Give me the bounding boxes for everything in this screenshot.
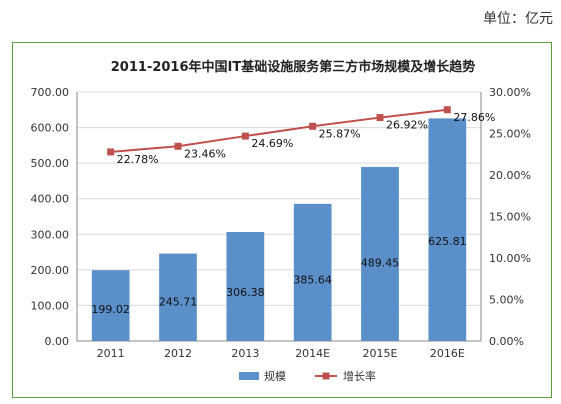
legend-label-line: 增长率 [343, 369, 376, 383]
bar-data-label: 199.02 [91, 303, 130, 316]
line-point [376, 114, 384, 122]
y-right-tick-label: 25.00% [489, 128, 531, 141]
y-right-tick-label: 0.00% [489, 335, 524, 348]
line-point [443, 106, 451, 114]
bar-data-label: 489.45 [361, 257, 400, 270]
bar-data-label: 306.38 [226, 286, 265, 299]
y-left-tick-label: 100.00 [31, 299, 70, 312]
bar-data-label: 245.71 [159, 296, 198, 309]
chart-svg: 2011-2016年中国IT基础设施服务第三方市场规模及增长趋势 0.00 100.… [31, 59, 531, 383]
y-right-tick-label: 10.00% [489, 252, 531, 265]
legend-swatch-marker [322, 372, 330, 380]
bar [361, 166, 399, 341]
line-data-label: 22.78% [117, 153, 159, 166]
bar [91, 270, 130, 341]
unit-label: 单位：亿元 [483, 11, 553, 27]
y-left-tick-label: 600.00 [31, 122, 70, 135]
bar [159, 253, 197, 341]
y-right-tick-label: 5.00% [489, 294, 524, 307]
growth-rate-line [110, 108, 448, 153]
y-left-tick-label: 500.00 [31, 157, 70, 170]
bar [226, 232, 265, 341]
y-right-tick-label: 20.00% [489, 169, 531, 182]
line-data-label: 24.69% [251, 137, 293, 150]
bar-data-label: 385.64 [293, 273, 332, 286]
x-tick-label: 2014E [295, 347, 330, 360]
line-point [107, 148, 115, 156]
y-left-tick-label: 200.00 [31, 264, 70, 277]
line-data-label: 26.92% [386, 119, 428, 132]
chart-title: 2011-2016年中国IT基础设施服务第三方市场规模及增长趋势 [111, 59, 475, 75]
legend-swatch-bar [239, 372, 259, 380]
x-tick-label: 2012 [164, 347, 192, 360]
line-data-label: 23.46% [184, 147, 226, 160]
legend-label-bar: 规模 [264, 369, 286, 383]
chart-frame: 2011-2016年中国IT基础设施服务第三方市场规模及增长趋势 0.00 100.… [12, 42, 552, 398]
y-left-tick-label: 700.00 [31, 86, 70, 99]
y-right-tick-label: 15.00% [489, 211, 531, 224]
line-point [309, 122, 317, 130]
line-data-label: 25.87% [319, 127, 361, 140]
x-tick-label: 2016E [430, 347, 465, 360]
bar [293, 203, 332, 341]
x-tick-label: 2011 [97, 347, 125, 360]
y-right-tick-label: 30.00% [489, 86, 531, 99]
bar [428, 118, 467, 341]
x-tick-label: 2015E [363, 347, 398, 360]
bar-data-label: 625.81 [428, 235, 467, 248]
x-tick-label: 2013 [231, 347, 259, 360]
line-point [174, 142, 182, 150]
line-data-label: 27.86% [453, 111, 495, 124]
line-point [241, 132, 249, 140]
y-left-tick-label: 0.00 [45, 335, 70, 348]
y-left-tick-label: 400.00 [31, 193, 70, 206]
y-left-tick-label: 300.00 [31, 228, 70, 241]
